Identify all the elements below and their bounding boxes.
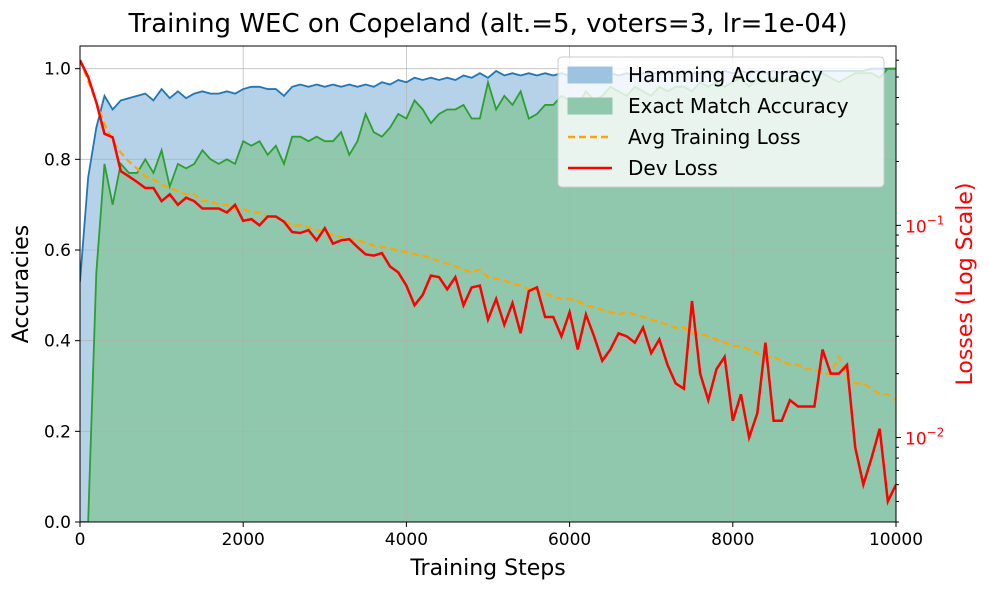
- y-tick-label: 0.4: [44, 332, 71, 352]
- plot-frame: [79, 45, 897, 523]
- y-axis-label: Accuracies: [9, 225, 34, 344]
- x-tick-label: 6000: [548, 530, 591, 550]
- legend-avg-training-loss-label: Avg Training Loss: [628, 125, 801, 149]
- x-tick-label: 8000: [711, 530, 754, 550]
- legend-box: [557, 56, 885, 188]
- legend-dev-loss-label: Dev Loss: [628, 156, 718, 180]
- avg-training-loss-line: [80, 59, 896, 402]
- legend-hamming-swatch: [567, 66, 613, 84]
- y-tick-label: 0.8: [44, 150, 71, 170]
- legend-exact-match-label: Exact Match Accuracy: [628, 94, 849, 118]
- x-axis-label: Training Steps: [409, 556, 565, 581]
- y-right-axis-label: Losses (Log Scale): [953, 183, 978, 386]
- y-right-tick-label: 10−1: [905, 213, 944, 237]
- x-tick-label: 4000: [385, 530, 428, 550]
- y-tick-label: 0.2: [44, 422, 71, 442]
- y-tick-label: 0.6: [44, 241, 71, 261]
- chart-title: Training WEC on Copeland (alt.=5, voters…: [127, 9, 847, 39]
- dev-loss-line: [80, 59, 896, 506]
- x-tick-label: 10000: [869, 530, 923, 550]
- x-tick-label: 2000: [222, 530, 265, 550]
- y-right-tick-label: 10−2: [905, 426, 944, 450]
- legend-hamming-label: Hamming Accuracy: [628, 63, 823, 87]
- y-tick-label: 0.0: [44, 513, 71, 533]
- y-tick-label: 1.0: [44, 60, 71, 80]
- plot-area: 0 2000 4000 6000 8000 10000 0.0 0.2 0.4 0.6 0.8 1.0…: [44, 45, 944, 550]
- x-tick-label: 0: [75, 530, 86, 550]
- legend-exact-match-swatch: [567, 97, 613, 115]
- legend: Hamming Accuracy Exact Match Accuracy Avg …: [557, 56, 885, 188]
